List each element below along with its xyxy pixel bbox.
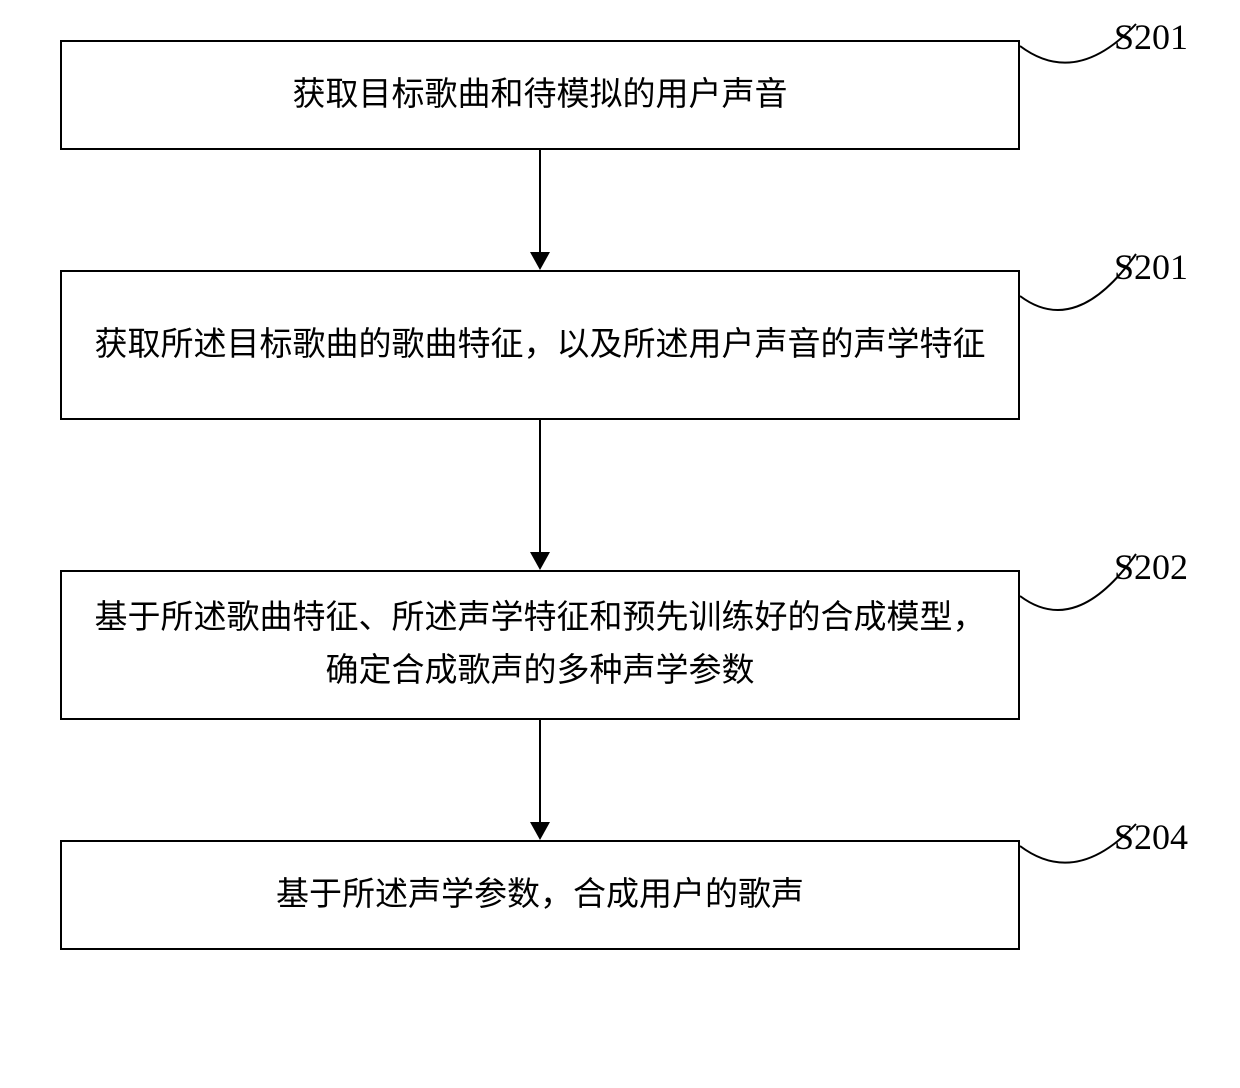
flow-arrow bbox=[60, 150, 1020, 270]
arrow-head-icon bbox=[530, 822, 550, 840]
flow-box-3: 基于所述歌曲特征、所述声学特征和预先训练好的合成模型，确定合成歌声的多种声学参数 bbox=[60, 570, 1020, 720]
flow-box-1: 获取目标歌曲和待模拟的用户声音 bbox=[60, 40, 1020, 150]
arrow-line bbox=[539, 150, 541, 252]
flow-box-2: 获取所述目标歌曲的歌曲特征，以及所述用户声音的声学特征 bbox=[60, 270, 1020, 420]
arrow-head-icon bbox=[530, 252, 550, 270]
arrow-line bbox=[539, 420, 541, 552]
flow-box-text: 获取目标歌曲和待模拟的用户声音 bbox=[293, 69, 788, 122]
flow-arrow bbox=[60, 420, 1020, 570]
flow-step: 获取所述目标歌曲的歌曲特征，以及所述用户声音的声学特征 S201 bbox=[60, 270, 1180, 420]
flow-step-label: S202 bbox=[1114, 546, 1188, 588]
flow-box-text: 获取所述目标歌曲的歌曲特征，以及所述用户声音的声学特征 bbox=[95, 319, 986, 372]
flow-step: 基于所述歌曲特征、所述声学特征和预先训练好的合成模型，确定合成歌声的多种声学参数… bbox=[60, 570, 1180, 720]
arrow-line bbox=[539, 720, 541, 822]
flow-step: 基于所述声学参数，合成用户的歌声 S204 bbox=[60, 840, 1180, 950]
flow-step-label: S201 bbox=[1114, 16, 1188, 58]
flow-box-text: 基于所述声学参数，合成用户的歌声 bbox=[276, 869, 804, 922]
flow-step-label: S201 bbox=[1114, 246, 1188, 288]
flow-box-4: 基于所述声学参数，合成用户的歌声 bbox=[60, 840, 1020, 950]
flow-step: 获取目标歌曲和待模拟的用户声音 S201 bbox=[60, 40, 1180, 150]
flowchart-container: 获取目标歌曲和待模拟的用户声音 S201 获取所述目标歌曲的歌曲特征，以及所述用… bbox=[60, 40, 1180, 950]
flow-step-label: S204 bbox=[1114, 816, 1188, 858]
arrow-head-icon bbox=[530, 552, 550, 570]
flow-arrow bbox=[60, 720, 1020, 840]
flow-box-text: 基于所述歌曲特征、所述声学特征和预先训练好的合成模型，确定合成歌声的多种声学参数 bbox=[92, 592, 988, 698]
